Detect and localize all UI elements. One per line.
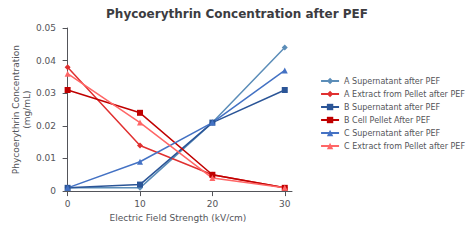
svg-text:Phycoerythrin Concentration af: Phycoerythrin Concentration after PEF (106, 7, 368, 21)
svg-text:0.05: 0.05 (36, 23, 56, 33)
svg-text:0.03: 0.03 (36, 88, 56, 98)
svg-text:0: 0 (65, 199, 71, 209)
svg-text:0: 0 (50, 186, 56, 196)
svg-text:20: 20 (207, 199, 219, 209)
svg-text:B Cell Pellet After PEF: B Cell Pellet After PEF (344, 116, 431, 125)
svg-text:(mg/mL): (mg/mL) (22, 90, 32, 128)
svg-text:C Extract from Pellet after PE: C Extract from Pellet after PEF (344, 142, 465, 151)
svg-text:10: 10 (134, 199, 146, 209)
svg-text:0.02: 0.02 (36, 121, 56, 131)
svg-text:30: 30 (279, 199, 291, 209)
svg-text:0.01: 0.01 (36, 153, 56, 163)
svg-text:A Extract from Pellet after PE: A Extract from Pellet after PEF (344, 90, 465, 99)
svg-text:Electric Field Strength (kV/cm: Electric Field Strength (kV/cm) (110, 213, 247, 223)
svg-text:Phycoerythrin Concentration: Phycoerythrin Concentration (11, 45, 21, 174)
svg-text:C Supernatant after PEF: C Supernatant after PEF (344, 129, 441, 138)
svg-text:A Supernatant after PEF: A Supernatant after PEF (344, 77, 440, 86)
svg-text:0.04: 0.04 (36, 56, 56, 66)
svg-text:B Supernatant after PEF: B Supernatant after PEF (344, 103, 440, 112)
